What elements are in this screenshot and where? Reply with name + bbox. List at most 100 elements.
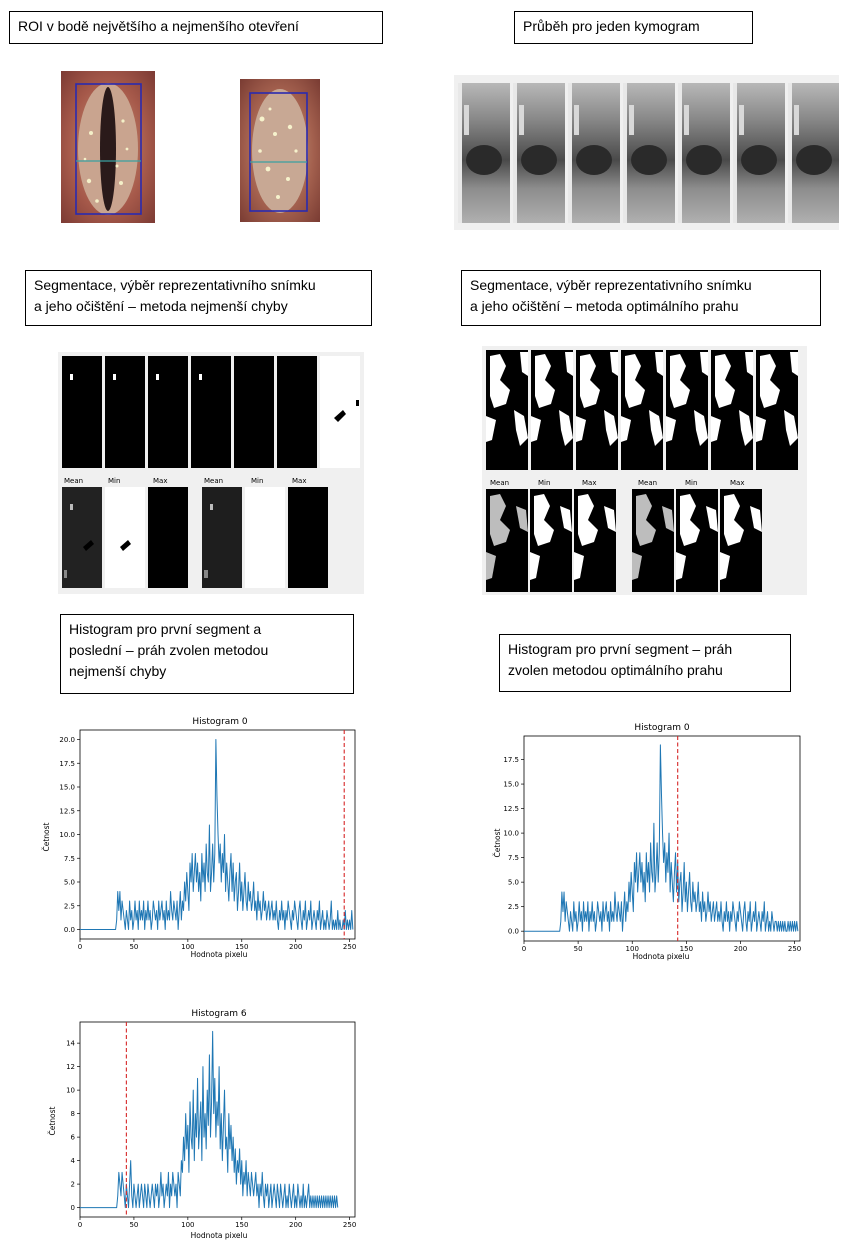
roi-image-min-opening [240,79,320,222]
x-tick-label: 250 [343,943,356,951]
seg-rep-region [574,552,584,580]
caption-histogram-left: Histogram pro první segment a poslední –… [60,614,354,694]
seg-rep-region [632,552,642,580]
kymogram-dark-region [466,145,502,175]
seg-white-region [670,354,690,408]
segmentation-panel-left: Mean Min Max Mean Min Max [58,352,364,594]
y-tick-label: 17.5 [59,760,75,768]
seg-rep-region [578,494,598,546]
seg-rep-region [560,506,572,532]
x-tick-label: 200 [289,943,302,951]
kymogram-highlight [684,105,689,135]
seg-white-region [760,354,780,408]
seg-white-region [610,352,618,376]
caption-segmentation-left: Segmentace, výběr reprezentativního sním… [25,270,372,326]
y-tick-label: 7.5 [64,855,75,863]
x-tick-label: 200 [734,945,747,953]
kymogram-strip [454,75,839,230]
histogram-chart-3: Histogram 6 0 50 100 150 200 250 0 2 4 6 8 10 12 14 H… [48,1009,356,1240]
hist3-title: Histogram 6 [191,1009,247,1019]
x-tick-label: 200 [289,1221,302,1229]
seg-white-region [580,354,600,408]
y-tick-label: 15.0 [503,781,519,789]
hist1-xlabel: Hodnota pixelu [191,950,248,959]
kymogram-highlight [794,105,799,135]
seg-white-region [576,416,586,442]
caption-kymogram-text: Průběh pro jeden kymogram [523,18,700,34]
kymogram-edge [458,83,462,223]
y-tick-label: 2.5 [508,903,519,911]
seg-white-region [520,352,528,376]
x-tick-label: 100 [181,1221,194,1229]
kymogram-dark-region [631,145,667,175]
y-tick-label: 6 [71,1134,76,1142]
y-tick-label: 0.0 [508,928,519,936]
y-tick-label: 0 [71,1204,75,1212]
seg-rep-region [490,494,510,546]
x-tick-label: 250 [788,945,801,953]
seg-white-region [514,410,528,446]
histogram-line [80,1030,339,1209]
plot-frame [523,735,801,942]
kymogram-edge [788,83,792,223]
x-tick-label: 0 [78,1221,82,1229]
kymogram-dark-region [521,145,557,175]
seg-rep-region [720,552,730,580]
seg-rep-region [636,494,656,546]
caption-seg-right-line1: Segmentace, výběr reprezentativního sním… [470,277,752,293]
seg-white-region [559,410,573,446]
seg-rep-region [604,506,616,532]
seg-rep-region [706,506,718,532]
y-tick-label: 17.5 [503,756,519,764]
y-tick-label: 12.5 [59,807,75,815]
seg-white-region [666,416,676,442]
seg-white-region [490,354,510,408]
roi-image-max-opening [61,71,155,223]
x-tick-label: 100 [626,945,639,953]
seg-white-region [565,352,573,376]
caption-hist-left-line2: poslední – práh zvolen metodou [69,642,269,658]
kymogram-highlight [464,105,469,135]
y-tick-label: 7.5 [508,854,519,862]
kymogram-dark-region [576,145,612,175]
seg-right-label-6: Max [730,479,744,487]
y-tick-label: 8 [71,1110,75,1118]
seg-white-region [655,352,663,376]
seg-rep-region [662,506,674,532]
seg-white-region [711,416,721,442]
seg-white-region [700,352,708,376]
caption-hist-left-line3: nejmenší chyby [69,663,167,679]
seg-left-label-4: Mean [204,477,223,485]
seg-white-region [756,416,766,442]
seg-rep-region [530,552,540,580]
seg-white-region [715,354,735,408]
kymogram-highlight [629,105,634,135]
seg-white-region [604,410,618,446]
caption-segmentation-right: Segmentace, výběr reprezentativního sním… [461,270,821,326]
kymogram-dark-region [686,145,722,175]
x-tick-label: 50 [129,943,138,951]
caption-roi: ROI v bodě největšího a nejmenšího otevř… [9,11,383,44]
histogram-chart-2: Histogram 0 0 50 100 150 200 250 0.0 2.5 5.0 7.5 1… [493,723,801,961]
segment-frames-left [62,356,360,468]
x-tick-label: 250 [343,1221,356,1229]
seg-white-region [790,352,798,376]
plot-frame [79,729,356,940]
seg-rep-region [750,506,762,532]
y-tick-label: 2 [71,1181,75,1189]
y-tick-label: 4 [71,1157,76,1165]
x-tick-label: 150 [235,943,248,951]
seg-left-label-3: Max [153,477,167,485]
kymogram-edge [678,83,682,223]
seg-left-label-1: Mean [64,477,83,485]
seg-rep-region [676,552,686,580]
segment-reps-left [62,487,328,588]
caption-roi-text: ROI v bodě největšího a nejmenšího otevř… [18,18,299,34]
kymogram-highlight [574,105,579,135]
x-tick-label: 150 [235,1221,248,1229]
kymogram-edge [568,83,572,223]
y-tick-label: 2.5 [64,902,75,910]
y-tick-label: 5.0 [64,879,75,887]
segmentation-panel-right: Mean Min Max Mean Min Max [482,346,807,595]
caption-hist-right-line2: zvolen metodou optimálního prahu [508,662,723,678]
